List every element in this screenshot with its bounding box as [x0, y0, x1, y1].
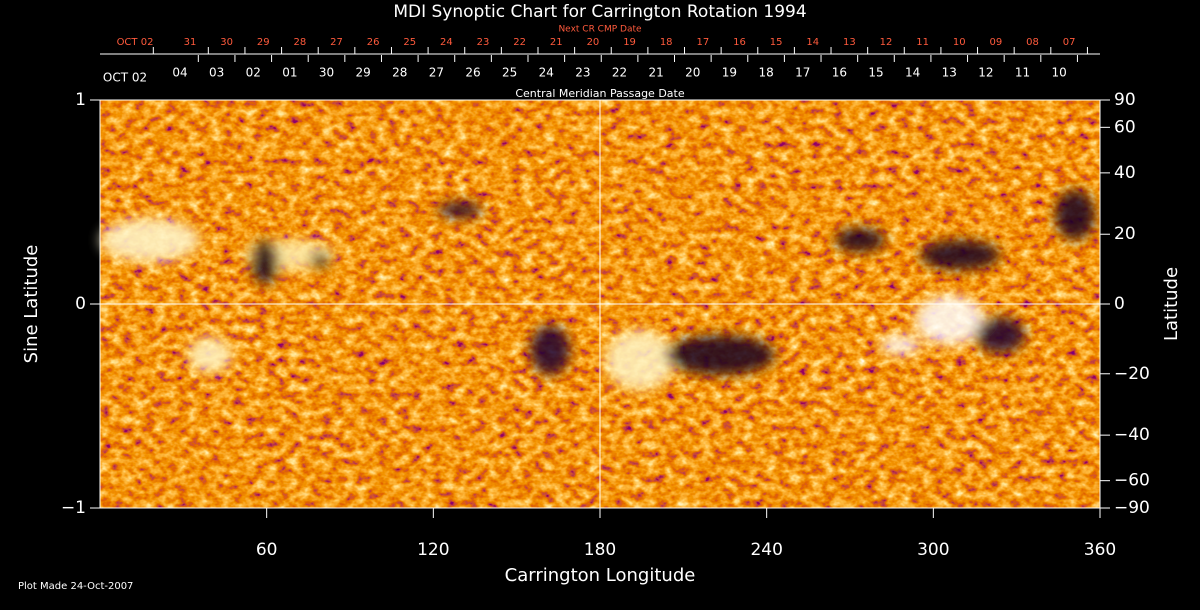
- cmp-date: 19: [722, 66, 737, 80]
- cmp-date: 26: [465, 66, 480, 80]
- y-tick-label: 1: [75, 90, 86, 110]
- y-tick-label: 0: [75, 294, 86, 314]
- cmp-date: 28: [392, 66, 407, 80]
- next-cmp-date: 31: [184, 37, 197, 48]
- next-cmp-date: 28: [294, 37, 307, 48]
- next-cmp-date: 21: [550, 37, 563, 48]
- x-tick-label: 60: [256, 540, 278, 560]
- next-cmp-date: OCT 02: [117, 37, 154, 48]
- next-cmp-date: 12: [880, 37, 893, 48]
- x-tick-label: 300: [917, 540, 949, 560]
- cmp-date: 21: [649, 66, 664, 80]
- next-cmp-date: 09: [989, 37, 1002, 48]
- y2-tick-label: 20: [1114, 224, 1136, 244]
- cmp-date: 03: [209, 66, 224, 80]
- cmp-date: 25: [502, 66, 517, 80]
- cmp-date: 12: [978, 66, 993, 80]
- next-cmp-date: 30: [220, 37, 233, 48]
- top-axis-label: Central Meridian Passage Date: [515, 87, 684, 100]
- x-tick-label: 120: [417, 540, 449, 560]
- next-cmp-date: 26: [367, 37, 380, 48]
- y2-tick-label: −60: [1114, 471, 1150, 491]
- next-cmp-date: 25: [403, 37, 416, 48]
- cmp-date: 17: [795, 66, 810, 80]
- cmp-date: 23: [575, 66, 590, 80]
- y2-tick-label: −20: [1114, 364, 1150, 384]
- cmp-date: 01: [282, 66, 297, 80]
- next-axis-label: Next CR CMP Date: [558, 25, 642, 35]
- next-cmp-date: 23: [477, 37, 490, 48]
- x-tick-label: 360: [1084, 540, 1116, 560]
- y2-tick-label: 0: [1114, 294, 1125, 314]
- chart-title: MDI Synoptic Chart for Carrington Rotati…: [393, 2, 806, 22]
- next-cmp-date: 14: [806, 37, 819, 48]
- cmp-date: 15: [868, 66, 883, 80]
- cmp-date: 02: [246, 66, 261, 80]
- next-cmp-date: 16: [733, 37, 746, 48]
- next-cmp-date: 22: [513, 37, 526, 48]
- next-cmp-date: 24: [440, 37, 453, 48]
- y2-tick-label: −40: [1114, 425, 1150, 445]
- y2-axis-label: Latitude: [1161, 267, 1182, 341]
- cmp-date: 24: [539, 66, 554, 80]
- map-features: [100, 190, 1095, 390]
- next-cmp-date: 19: [623, 37, 636, 48]
- next-cmp-date: 08: [1026, 37, 1039, 48]
- next-cmp-date: 18: [660, 37, 673, 48]
- cmp-date: 30: [319, 66, 334, 80]
- cmp-date: 11: [1015, 66, 1030, 80]
- cmp-date: 22: [612, 66, 627, 80]
- next-cmp-date: 11: [916, 37, 929, 48]
- y2-tick-label: −90: [1114, 498, 1150, 518]
- cmp-date: 10: [1051, 66, 1066, 80]
- y-tick-label: −1: [61, 498, 86, 518]
- next-cmp-date: 29: [257, 37, 270, 48]
- cmp-date: 13: [942, 66, 957, 80]
- next-cmp-date: 20: [587, 37, 600, 48]
- y2-tick-label: 60: [1114, 117, 1136, 137]
- cmp-date: 29: [356, 66, 371, 80]
- y2-tick-label: 40: [1114, 163, 1136, 183]
- cmp-date: 16: [832, 66, 847, 80]
- cmp-date: 18: [758, 66, 773, 80]
- next-cmp-date: 07: [1063, 37, 1076, 48]
- next-cmp-date: 27: [330, 37, 343, 48]
- cmp-date: OCT 02: [103, 71, 147, 85]
- next-cmp-date: 17: [696, 37, 709, 48]
- cmp-date: 20: [685, 66, 700, 80]
- cmp-date: 04: [172, 66, 187, 80]
- cmp-date: 14: [905, 66, 920, 80]
- footnote: Plot Made 24-Oct-2007: [18, 581, 133, 592]
- x-tick-label: 180: [584, 540, 616, 560]
- y-axis-label: Sine Latitude: [21, 245, 42, 364]
- x-axis-label: Carrington Longitude: [505, 565, 696, 586]
- cmp-date: 27: [429, 66, 444, 80]
- x-tick-label: 240: [750, 540, 782, 560]
- next-cmp-date: 13: [843, 37, 856, 48]
- next-cmp-date: 10: [953, 37, 966, 48]
- y2-tick-label: 90: [1114, 90, 1136, 110]
- next-cmp-date: 15: [770, 37, 783, 48]
